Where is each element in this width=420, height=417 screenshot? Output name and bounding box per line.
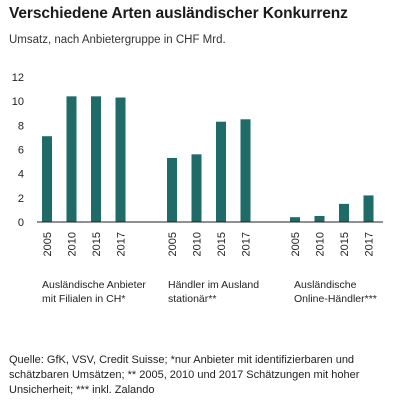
- chart-subtitle: Umsatz, nach Anbietergruppe in CHF Mrd.: [9, 34, 226, 46]
- source-note: Quelle: GfK, VSV, Credit Suisse; *nur An…: [9, 354, 360, 396]
- y-tick-label: 12: [12, 72, 24, 84]
- chart-title: Verschiedene Arten ausländischer Konkurr…: [9, 5, 348, 22]
- group-label-1: Händler im Ausland stationär**: [168, 279, 260, 305]
- bar: [314, 215, 325, 222]
- x-tick-label: 2010: [315, 232, 327, 256]
- x-tick-label: 2015: [216, 232, 228, 256]
- bar: [216, 121, 226, 222]
- x-tick-label: 2005: [167, 232, 179, 256]
- bar: [191, 154, 202, 222]
- bar: [42, 136, 52, 222]
- y-tick-label: 10: [12, 96, 24, 108]
- bar: [66, 96, 77, 222]
- bar-chart: 0 2 4 6 8 10 12 2005 2010 2015 2017 2005 2010 2015 201…: [12, 72, 383, 256]
- x-tick-label: 2005: [42, 232, 54, 256]
- x-tick-label: 2015: [91, 232, 103, 256]
- x-tick-label: 2010: [192, 232, 204, 256]
- group-label-2: Ausländische Online-Händler***: [294, 279, 377, 305]
- x-tick-label: 2015: [339, 232, 351, 256]
- x-tick-label: 2017: [241, 232, 253, 256]
- bar: [363, 195, 374, 222]
- y-tick-label: 4: [18, 169, 24, 181]
- group-label-0: Ausländische Anbieter mit Filialen in CH…: [42, 279, 146, 305]
- x-tick-label: 2005: [290, 232, 302, 256]
- bar: [290, 217, 300, 222]
- y-tick-label: 2: [18, 193, 24, 205]
- bar: [91, 96, 101, 222]
- bar: [115, 97, 126, 222]
- bar: [339, 203, 349, 222]
- x-tick-label: 2017: [116, 232, 128, 256]
- bar: [240, 119, 251, 222]
- y-tick-label: 8: [18, 120, 24, 132]
- y-tick-label: 0: [18, 217, 24, 229]
- bar: [167, 157, 177, 222]
- x-tick-label: 2017: [364, 232, 376, 256]
- y-tick-label: 6: [18, 145, 24, 157]
- x-tick-label: 2010: [67, 232, 79, 256]
